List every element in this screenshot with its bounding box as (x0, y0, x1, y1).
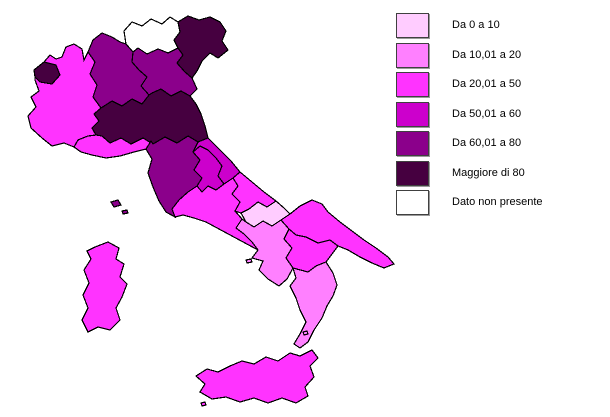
legend-label: Dato non presente (452, 196, 543, 208)
region-valle-daosta (33, 61, 61, 85)
region-island-giglio (121, 209, 129, 215)
legend-swatch (396, 13, 429, 38)
region-island-elba (110, 199, 122, 208)
region-sicilia (195, 349, 319, 404)
region-sardegna (81, 241, 128, 333)
region-island-capri (245, 258, 253, 264)
region-campania (235, 218, 294, 287)
region-friuli-venezia-giulia (173, 15, 229, 79)
region-piemonte (27, 43, 102, 148)
region-calabria (289, 261, 338, 349)
legend-label: Da 50,01 a 60 (452, 107, 522, 120)
legend-item: Dato non presente (396, 190, 543, 215)
legend-item: Da 10,01 a 20 (396, 42, 522, 68)
legend-label: Da 60,01 a 80 (452, 137, 522, 149)
legend-label: Maggiore di 80 (452, 166, 525, 179)
region-trentino-alto-adige (123, 16, 181, 55)
legend-item: Da 0 a 10 (396, 13, 500, 38)
legend-swatch (396, 101, 429, 127)
region-veneto (131, 47, 198, 97)
legend: Da 0 a 10 Da 10,01 a 20 Da 20,01 a 50 Da 50… (396, 0, 610, 417)
legend-swatch (396, 72, 429, 97)
legend-swatch (396, 190, 429, 215)
region-island-eolie (302, 330, 309, 336)
legend-item: Da 20,01 a 50 (396, 72, 521, 97)
legend-swatch (396, 131, 429, 156)
legend-swatch (396, 160, 429, 186)
legend-swatch (396, 42, 429, 68)
legend-item: Da 60,01 a 80 (396, 131, 521, 156)
legend-label: Da 0 a 10 (452, 19, 500, 31)
legend-item: Maggiore di 80 (396, 160, 525, 186)
region-marche (192, 137, 241, 185)
legend-item: Da 50,01 a 60 (396, 101, 522, 127)
region-island-egadi (200, 401, 207, 407)
legend-label: Da 10,01 a 20 (452, 48, 522, 61)
legend-label: Da 20,01 a 50 (452, 78, 522, 90)
